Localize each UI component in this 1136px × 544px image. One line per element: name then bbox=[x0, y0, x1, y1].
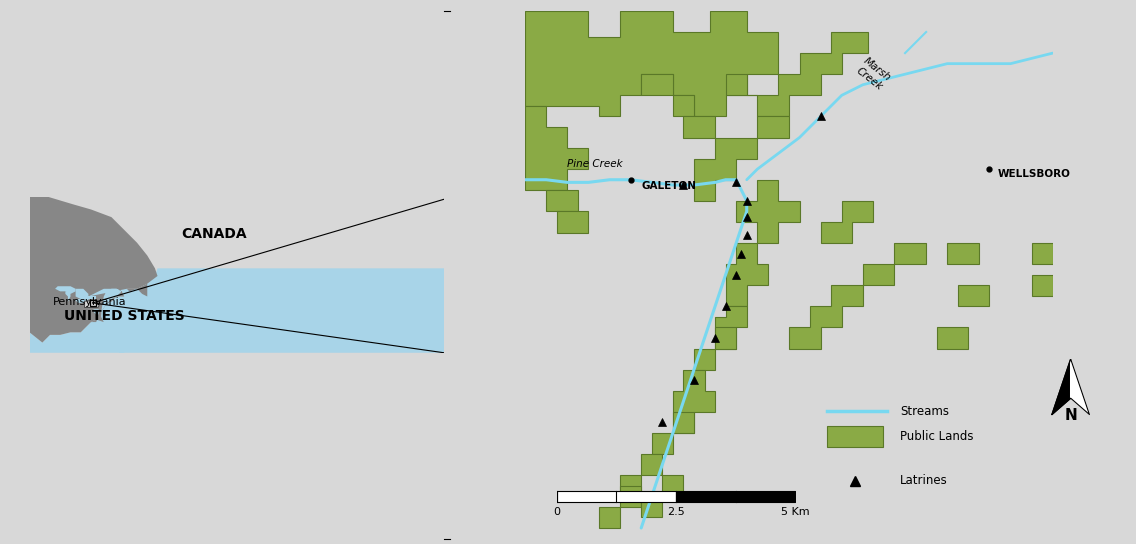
Polygon shape bbox=[620, 454, 662, 496]
Polygon shape bbox=[1031, 275, 1053, 296]
Polygon shape bbox=[1031, 243, 1053, 264]
Text: GALETON: GALETON bbox=[641, 181, 696, 191]
Polygon shape bbox=[641, 475, 684, 517]
Polygon shape bbox=[93, 310, 99, 314]
Polygon shape bbox=[736, 180, 800, 243]
Polygon shape bbox=[86, 296, 97, 299]
Polygon shape bbox=[937, 327, 968, 349]
Polygon shape bbox=[684, 116, 715, 138]
Polygon shape bbox=[726, 32, 868, 116]
Polygon shape bbox=[66, 292, 70, 301]
Polygon shape bbox=[1071, 359, 1089, 415]
Polygon shape bbox=[788, 243, 926, 349]
Polygon shape bbox=[109, 301, 111, 304]
Text: 5 Km: 5 Km bbox=[780, 507, 810, 517]
Polygon shape bbox=[89, 289, 127, 312]
Polygon shape bbox=[1052, 359, 1071, 415]
Polygon shape bbox=[56, 286, 76, 294]
Polygon shape bbox=[30, 196, 158, 343]
Bar bbox=[827, 426, 883, 447]
Text: CANADA: CANADA bbox=[181, 227, 247, 240]
Polygon shape bbox=[86, 283, 148, 327]
Text: WELLSBORO: WELLSBORO bbox=[997, 169, 1070, 179]
Polygon shape bbox=[673, 370, 715, 433]
Text: UNITED STATES: UNITED STATES bbox=[64, 308, 185, 323]
Polygon shape bbox=[546, 190, 578, 212]
Polygon shape bbox=[599, 486, 641, 528]
Polygon shape bbox=[101, 196, 444, 353]
Text: N: N bbox=[1064, 408, 1077, 423]
Text: 0: 0 bbox=[553, 507, 560, 517]
Polygon shape bbox=[947, 243, 979, 264]
Polygon shape bbox=[694, 327, 736, 370]
Text: Pine Creek: Pine Creek bbox=[567, 158, 623, 169]
Polygon shape bbox=[525, 106, 588, 190]
Polygon shape bbox=[84, 300, 100, 307]
Polygon shape bbox=[758, 116, 788, 138]
Polygon shape bbox=[76, 289, 89, 299]
Polygon shape bbox=[715, 306, 746, 349]
Polygon shape bbox=[958, 285, 989, 306]
Polygon shape bbox=[726, 243, 768, 306]
Text: Streams: Streams bbox=[900, 405, 949, 418]
Polygon shape bbox=[652, 412, 694, 454]
Polygon shape bbox=[76, 299, 89, 303]
Text: Pennsylvania: Pennsylvania bbox=[53, 298, 126, 307]
Polygon shape bbox=[820, 201, 874, 243]
Polygon shape bbox=[557, 212, 588, 232]
Text: Public Lands: Public Lands bbox=[900, 430, 974, 443]
Text: Marsh
Creek: Marsh Creek bbox=[854, 56, 893, 92]
Polygon shape bbox=[30, 296, 124, 353]
Text: 2.5: 2.5 bbox=[667, 507, 685, 517]
Polygon shape bbox=[525, 11, 778, 116]
Text: Latrines: Latrines bbox=[900, 474, 947, 487]
Polygon shape bbox=[641, 74, 694, 116]
Polygon shape bbox=[694, 138, 758, 201]
